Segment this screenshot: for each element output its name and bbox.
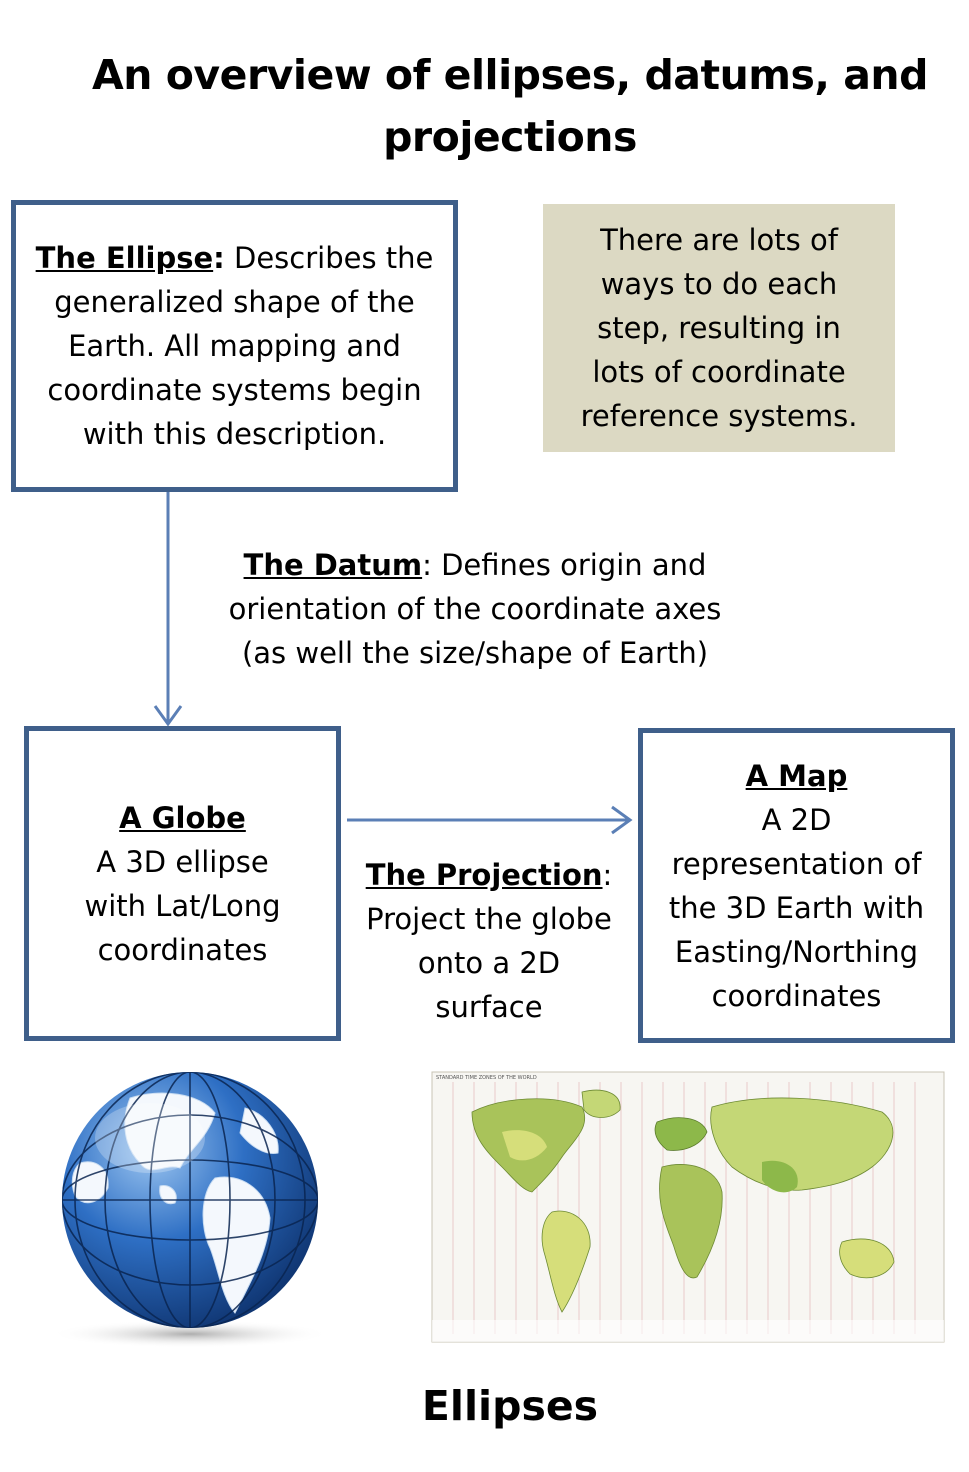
note-line-3: step, resulting in <box>597 311 841 345</box>
ellipse-line-3: Earth. All mapping and <box>68 329 401 363</box>
projection-line-4: surface <box>435 990 543 1024</box>
ellipse-line-2: generalized shape of the <box>54 285 415 319</box>
map-line-3: the 3D Earth with <box>668 890 925 925</box>
datum-heading: The Datum <box>243 548 423 582</box>
world-map-image: STANDARD TIME ZONES OF THE WORLD <box>431 1071 945 1343</box>
map-line-4: Easting/Northing <box>674 934 919 969</box>
map-image-title: STANDARD TIME ZONES OF THE WORLD <box>436 1075 537 1081</box>
projection-heading: The Projection <box>365 858 603 892</box>
projection-label: The Projection: Project the globe onto a… <box>344 853 634 1029</box>
globe-heading: A Globe <box>119 800 246 835</box>
globe-line-1: A 3D ellipse <box>96 844 269 879</box>
note-line-1: There are lots of <box>600 223 838 257</box>
map-line-1: A 2D <box>761 802 832 837</box>
map-line-2: representation of <box>671 846 922 881</box>
projection-heading-rest: : <box>602 858 613 892</box>
projection-line-1: The Projection: <box>344 853 634 897</box>
projection-line-2: Project the globe <box>366 902 612 936</box>
ellipse-box: The Ellipse: Describes the generalized s… <box>11 200 458 492</box>
globe-line-3: coordinates <box>97 932 268 967</box>
ellipse-line-1: The Ellipse: Describes the <box>36 236 434 280</box>
footer-label: Ellipses <box>421 1382 599 1430</box>
datum-line-3: (as well the size/shape of Earth) <box>241 636 709 670</box>
datum-line-2: orientation of the coordinate axes <box>228 592 722 626</box>
ellipse-line-1-rest: Describes the <box>224 241 434 275</box>
datum-line-1-rest: : Defines origin and <box>422 548 707 582</box>
page-title: An overview of ellipses, datums, and pro… <box>40 44 969 168</box>
note-line-4: lots of coordinate <box>592 355 846 389</box>
map-box: A Map A 2D representation of the 3D Eart… <box>638 728 955 1043</box>
note-box: There are lots of ways to do each step, … <box>543 204 895 452</box>
datum-label: The Datum: Defines origin and orientatio… <box>205 543 745 675</box>
globe-image <box>50 1072 330 1348</box>
ellipse-line-4: coordinate systems begin <box>47 373 422 407</box>
title-line-1: An overview of ellipses, datums, and <box>92 51 928 99</box>
note-line-2: ways to do each <box>600 267 838 301</box>
map-heading: A Map <box>745 758 848 793</box>
globe-line-2: with Lat/Long <box>84 888 281 923</box>
ellipse-heading: The Ellipse <box>35 241 214 275</box>
title-line-2: projections <box>383 113 637 161</box>
map-line-5: coordinates <box>711 978 882 1013</box>
projection-line-3: onto a 2D <box>417 946 561 980</box>
note-line-5: reference systems. <box>580 399 858 433</box>
ellipse-heading-colon: : <box>213 241 225 275</box>
ellipse-line-5: with this description. <box>82 417 387 451</box>
globe-box: A Globe A 3D ellipse with Lat/Long coord… <box>24 726 341 1041</box>
datum-line-1: The Datum: Defines origin and <box>205 543 745 587</box>
